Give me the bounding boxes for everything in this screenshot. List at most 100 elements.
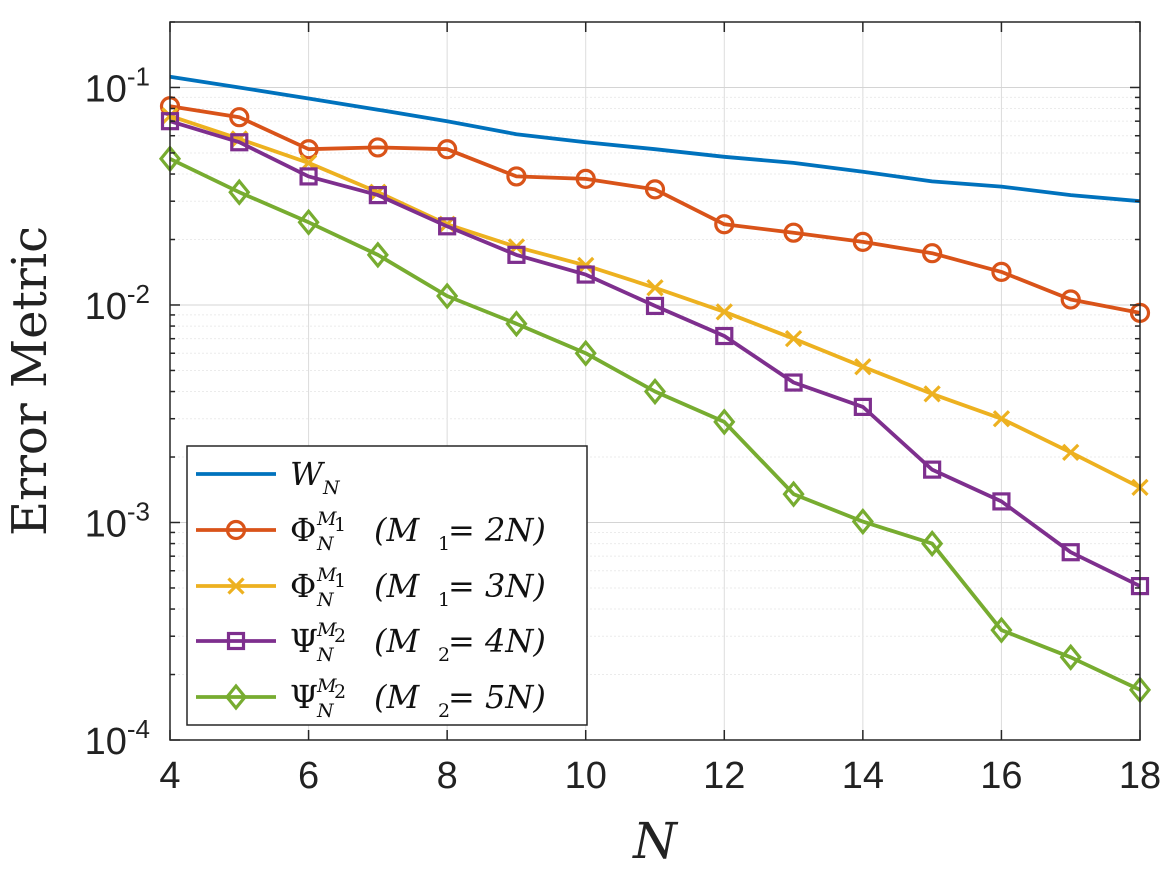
legend-label: Ψ	[290, 622, 318, 660]
x-marker-stroke	[784, 330, 803, 348]
data-point	[368, 186, 387, 205]
data-point	[574, 339, 597, 367]
data-point	[506, 166, 527, 187]
legend-entry-3: Φ M1N (M 1 = 3N)	[196, 564, 546, 611]
series-line	[169, 157, 1141, 692]
legend-label: W	[290, 455, 326, 493]
data-point	[991, 261, 1012, 282]
data-point	[367, 137, 388, 158]
data-point	[646, 279, 664, 297]
x-tick-label: 10	[565, 755, 607, 797]
x-tick-label: 8	[437, 755, 458, 797]
data-point	[853, 397, 872, 416]
data-point	[643, 378, 667, 406]
y-axis-title: Error Metric	[2, 226, 58, 536]
data-point	[992, 492, 1011, 511]
axes-box	[169, 21, 1141, 741]
x-tick-label: 14	[842, 755, 884, 797]
x-marker-stroke	[923, 385, 941, 403]
legend-parameter-subscript: 1	[438, 589, 450, 611]
x-tick-label: 12	[703, 755, 745, 797]
legend-marker	[226, 631, 246, 651]
series-line	[169, 104, 1141, 315]
x-marker-stroke	[577, 256, 595, 275]
axes	[169, 21, 1141, 741]
series-1	[169, 74, 1141, 204]
series-line	[169, 74, 1141, 204]
data-point	[505, 310, 528, 338]
legend-parameter: (M	[374, 567, 420, 605]
data-point	[298, 139, 319, 160]
data-point	[644, 179, 666, 200]
series-layer	[158, 74, 1152, 704]
data-point	[1061, 543, 1080, 562]
legend-marker	[227, 577, 245, 595]
data-point	[297, 208, 320, 236]
legend-parameter: (M	[374, 678, 420, 716]
data-point	[784, 373, 803, 392]
legend-superscript: M	[316, 564, 337, 586]
legend-parameter-value: = 3N)	[448, 567, 546, 605]
data-point	[854, 358, 872, 376]
legend-superscript: M	[316, 508, 337, 530]
x-axis-title: N	[632, 812, 679, 870]
series-line	[169, 119, 1141, 588]
legend-superscript: M	[316, 675, 337, 697]
legend-parameter-value: = 5N)	[448, 678, 546, 716]
legend-subscript: N	[316, 589, 335, 611]
data-point	[922, 243, 943, 264]
data-point	[1060, 289, 1081, 310]
data-point	[783, 222, 804, 243]
legend-superscript-subscript: 2	[334, 681, 346, 703]
data-point	[992, 410, 1011, 428]
y-tick-label: 10-2	[85, 279, 150, 328]
y-tick-label: 10-1	[85, 61, 150, 110]
legend-entry-2: Φ M1N (M 1 = 2N)	[196, 508, 546, 555]
data-point	[577, 256, 595, 275]
data-point	[436, 282, 459, 310]
data-point	[576, 265, 595, 284]
legend-superscript-subscript: 1	[334, 514, 346, 536]
y-tick-labels: 10-1 10-2 10-3 10-4	[85, 61, 150, 763]
data-point	[575, 168, 596, 189]
data-point	[228, 178, 251, 206]
legend-subscript: N	[316, 644, 335, 666]
legend-parameter: (M	[374, 511, 420, 549]
data-point	[990, 616, 1013, 644]
legend-label: Φ	[290, 567, 316, 605]
legend-marker	[224, 683, 248, 711]
legend-parameter-subscript: 2	[438, 700, 450, 722]
data-point	[715, 303, 733, 321]
data-point	[437, 139, 458, 160]
legend-parameter-value: = 2N)	[448, 511, 546, 549]
data-point	[507, 245, 526, 264]
legend-marker	[225, 519, 247, 541]
x-tick-label: 4	[159, 755, 180, 797]
legend-parameter-value: = 4N)	[448, 622, 546, 660]
x-marker-stroke	[715, 303, 733, 321]
data-point	[1059, 643, 1082, 671]
data-point	[782, 480, 805, 508]
data-point	[299, 167, 318, 186]
legend-parameter-subscript: 1	[438, 533, 450, 555]
x-marker-stroke	[227, 577, 245, 595]
y-tick-label: 10-3	[85, 496, 150, 545]
data-point	[921, 530, 944, 558]
data-point	[229, 107, 250, 128]
x-tick-label: 18	[1119, 755, 1161, 797]
x-marker-stroke	[992, 410, 1011, 428]
x-tick-label: 16	[980, 755, 1022, 797]
legend-parameter-subscript: 2	[438, 644, 450, 666]
data-point	[923, 460, 942, 479]
x-tick-label: 6	[298, 755, 319, 797]
legend-superscript-subscript: 2	[334, 625, 346, 647]
legend-label: Φ	[290, 511, 316, 549]
data-point	[714, 214, 735, 235]
series-2	[159, 96, 1151, 323]
data-point	[366, 241, 389, 269]
